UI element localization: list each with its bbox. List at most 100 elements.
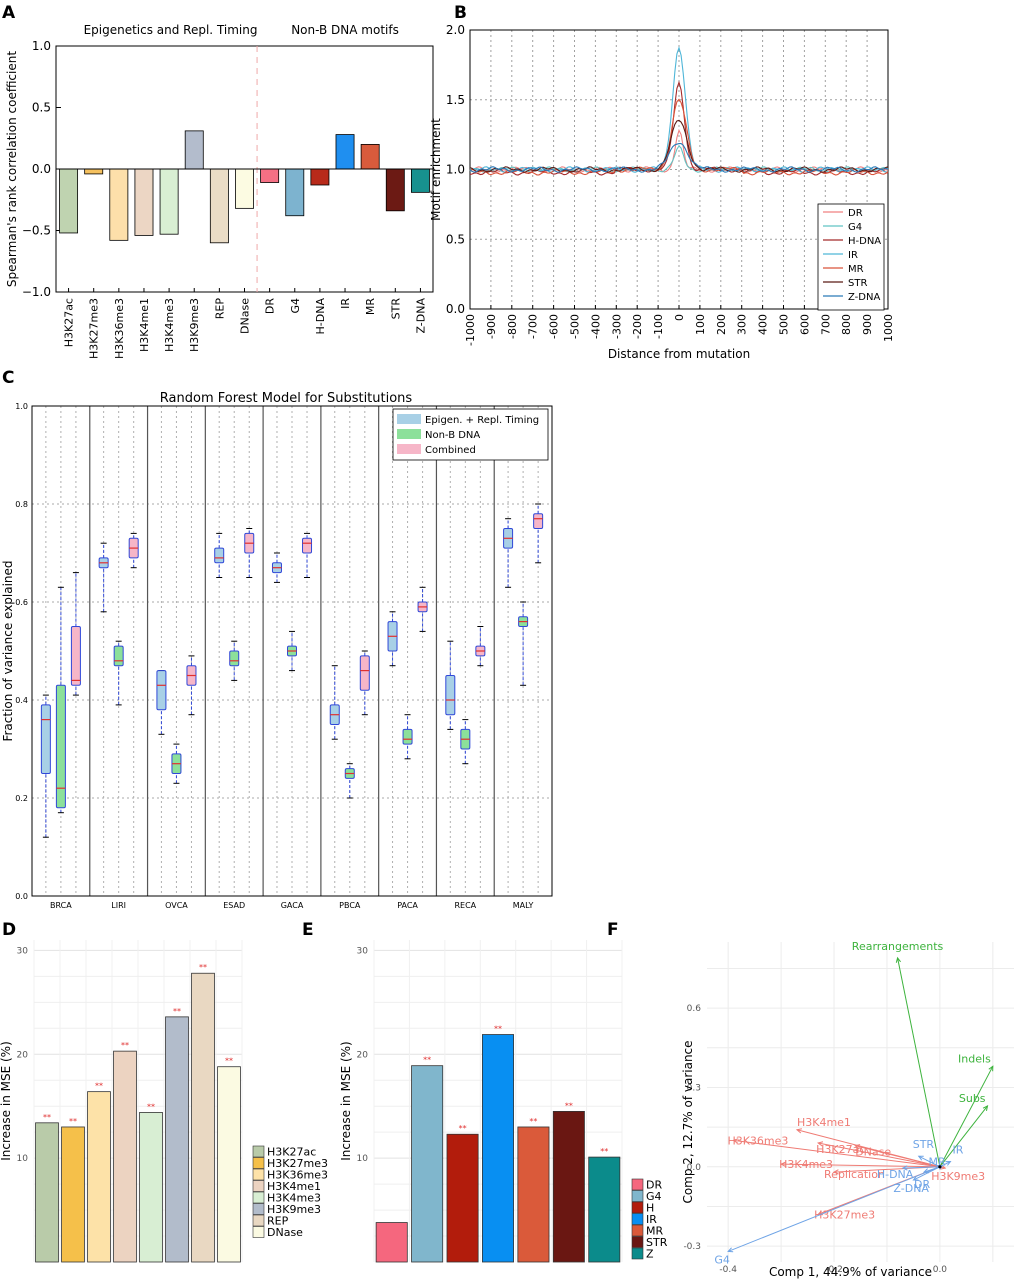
legend-swatch-epigen-repl-timing: [397, 414, 421, 424]
legend-label-combined: Combined: [425, 445, 476, 456]
vector-subs: [939, 1105, 988, 1168]
vector-arrowhead-g4: [727, 1247, 734, 1253]
panel-d-chart: 30 20 10 Increase in MSE (%) ** ** ** ** ** ** ** *…: [0, 940, 328, 1263]
vector-label-indels: Indels: [958, 1052, 991, 1065]
legend-swatch-h3k4me3: [252, 1191, 265, 1204]
panel-a-ylabel: Spearman's rank correlation coefficient: [5, 51, 19, 287]
panel-f-origin: [938, 1165, 942, 1169]
vector-label-z-dna: Z-DNA: [893, 1182, 929, 1195]
panel-b-ytick-label: 2.0: [446, 23, 465, 37]
significance-str: **: [565, 1101, 573, 1110]
panel-a-group-title-2: Non-B DNA motifs: [291, 23, 399, 37]
panel-b-xtick-label: -1000: [464, 314, 477, 346]
vector-label-rearrangements: Rearrangements: [852, 940, 944, 953]
panel-b-ytick-label: 0.5: [446, 232, 465, 246]
bar-str: [385, 168, 405, 212]
panel-b-xtick-label: 0: [673, 314, 686, 321]
bar-mr: [360, 143, 380, 170]
significance-h3k36me3: **: [95, 1082, 103, 1091]
legend-label-rep: REP: [267, 1215, 289, 1228]
vector-arrowhead-subs: [982, 1105, 989, 1111]
bar-h-dna: [310, 168, 330, 186]
panel-d-ylabel: Increase in MSE (%): [0, 1041, 13, 1160]
box-brca-2: [70, 626, 81, 686]
panel-a-ytick-label: 1.0: [32, 39, 51, 53]
panel-letter-e: E: [302, 920, 314, 940]
panel-a-xtick-mr: MR: [364, 298, 377, 315]
legend-label-dnase: DNase: [267, 1226, 303, 1239]
vector-arrowhead-dr: [922, 1168, 930, 1174]
vector-label-ir: IR: [952, 1144, 963, 1157]
significance-h3k4me1: **: [121, 1041, 129, 1050]
panel-b-frame: [469, 29, 889, 310]
panel-b-xtick-label: -600: [548, 314, 561, 339]
box-pbca-2: [359, 655, 370, 691]
legend-label-g4: G4: [646, 1190, 662, 1203]
bar-g4: [411, 1065, 444, 1263]
bar-ir: [335, 134, 355, 170]
significance-h: **: [459, 1124, 467, 1133]
significance-ir: **: [494, 1025, 502, 1034]
bar-dnase: [235, 168, 254, 209]
panel-b-xtick-label: 900: [861, 314, 874, 335]
significance-h3k4me3: **: [147, 1102, 155, 1111]
legend-swatch-h3k9me3: [252, 1203, 265, 1215]
panel-a-xtick-z-dna: Z-DNA: [414, 298, 427, 334]
panel-a-xtick-str: STR: [389, 298, 402, 320]
panel-c-ytick-label: 0.0: [15, 892, 28, 901]
bar-mr: [517, 1126, 550, 1263]
vector-dnase: [855, 1145, 941, 1168]
panel-b-ytick-label: 0.0: [446, 302, 465, 316]
panel-b-ytick-label: 1.0: [446, 163, 465, 177]
box-paca-1: [402, 728, 413, 745]
vector-h3k4me3: [781, 1163, 940, 1168]
panel-e-ylabel: Increase in MSE (%): [339, 1041, 353, 1160]
panel-c-xtick-liri: LIRI: [111, 901, 126, 910]
bar-h3k4me3: [139, 1112, 163, 1263]
panel-b-xtick-label: -800: [506, 314, 519, 339]
significance-rep: **: [199, 963, 207, 972]
legend-label-mr: MR: [646, 1225, 663, 1238]
legend-label-h: H: [646, 1202, 654, 1215]
panel-a-xtick-h3k4me1: H3K4me1: [138, 298, 151, 352]
vector-arrowhead-h-dna: [901, 1165, 908, 1171]
legend-swatch-h3k27me3: [252, 1157, 265, 1169]
bar-h3k4me1: [134, 168, 154, 236]
panel-b-xtick-label: 300: [736, 314, 749, 335]
legend-swatch-h: [631, 1201, 644, 1214]
vector-label-h3k36me3: H3K36me3: [727, 1134, 788, 1147]
vector-label-dnase: DNase: [855, 1146, 891, 1159]
legend-swatch-h3k4me1: [252, 1180, 265, 1192]
panel-f-chart: -0.4 -0.2 0.0 0.6 0.3 0.0 -0.3 Comp 1, 44.9% of…: [681, 940, 1014, 1279]
box-reca-0: [445, 675, 456, 716]
panel-d-ytick-label: 20: [17, 1050, 29, 1060]
panel-a-xtick-dr: DR: [264, 298, 277, 314]
panel-b-xtick-label: 500: [778, 314, 791, 335]
panel-b-xtick-label: -300: [610, 314, 623, 339]
panel-b-xtick-label: 200: [715, 314, 728, 335]
panel-letter-c: C: [2, 368, 14, 388]
significance-h3k27me3: **: [69, 1117, 77, 1126]
box-gaca-2: [302, 537, 313, 554]
bar-h3k27ac: [59, 168, 79, 234]
vector-label-h3k27me3: H3K27me3: [814, 1208, 875, 1221]
panel-c-chart: Random Forest Model for Substitutions Fra…: [1, 391, 553, 910]
legend-label-z: Z: [646, 1248, 654, 1261]
vector-h3k36me3: [733, 1139, 940, 1168]
panel-c-ytick-label: 0.4: [15, 696, 28, 705]
panel-letter-f: F: [607, 920, 619, 940]
bar-z: [588, 1156, 621, 1263]
vector-label-str: STR: [913, 1138, 935, 1151]
panel-c-ytick-label: 1.0: [15, 402, 28, 411]
significance-g4: **: [423, 1056, 431, 1065]
legend-swatch-g4: [631, 1190, 644, 1202]
panel-b-xtick-label: -500: [569, 314, 582, 339]
box-maly-2: [533, 513, 544, 529]
legend-label-mr: MR: [848, 264, 864, 275]
vector-arrowhead-h3k4me1: [795, 1128, 802, 1134]
significance-z: **: [600, 1147, 608, 1156]
panel-b-xtick-label: -900: [485, 314, 498, 339]
panel-c-ytick-label: 0.2: [15, 794, 28, 803]
legend-label-epigen-repl-timing: Epigen. + Repl. Timing: [425, 415, 539, 426]
